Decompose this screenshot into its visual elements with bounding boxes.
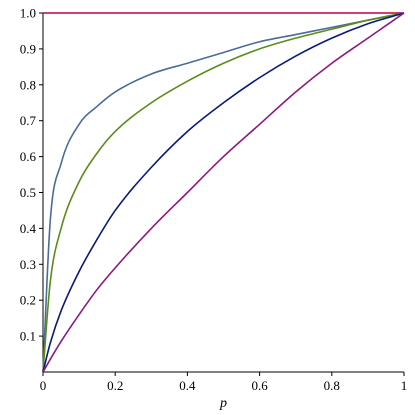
ticks-layer: 0 0.2 0.4 0.6 0.8 1 0.1 0.2 0.3 0.4 0.5 0.6 0.7 0.8 0.…: [20, 6, 408, 394]
x-tick-label: 0.4: [179, 378, 196, 393]
series-line-3: [42, 12, 405, 373]
y-tick-label: 0.3: [20, 257, 36, 272]
x-tick-label: 1: [401, 378, 408, 393]
y-tick-label: 0.1: [20, 329, 36, 344]
y-tick-label: 0.9: [20, 41, 36, 56]
y-tick-label: 0.7: [20, 113, 37, 128]
x-axis-title: p: [219, 396, 227, 411]
series-line-4: [42, 12, 405, 373]
y-tick-label: 0.6: [20, 149, 37, 164]
y-tick-label: 0.8: [20, 77, 36, 92]
x-tick-label: 0: [40, 378, 47, 393]
y-tick-label: 1.0: [20, 6, 36, 21]
x-tick-label: 0.6: [251, 378, 268, 393]
series-line-2: [42, 12, 405, 373]
series-line-5: [42, 12, 405, 373]
series-layer: [42, 12, 405, 373]
x-tick-label: 0.8: [324, 378, 340, 393]
x-tick-label: 0.2: [107, 378, 123, 393]
y-tick-label: 0.5: [20, 185, 36, 200]
y-tick-label: 0.4: [20, 221, 37, 236]
y-tick-label: 0.2: [20, 293, 36, 308]
axes: [42, 13, 404, 373]
